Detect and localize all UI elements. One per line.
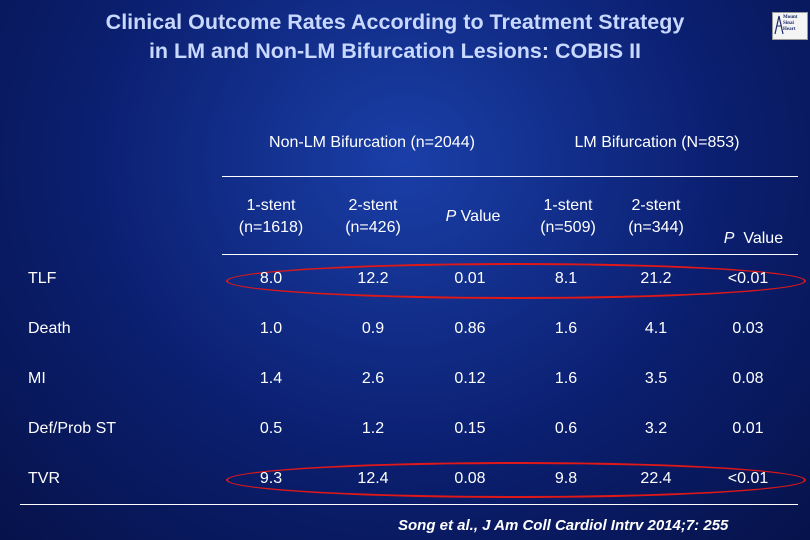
table-cell: <0.01 xyxy=(727,470,769,487)
table-cell: 0.5 xyxy=(259,420,283,437)
row-label: TLF xyxy=(28,270,57,287)
group-header-non-lm: Non-LM Bifurcation (n=2044) xyxy=(269,134,475,151)
column-header-lm-1stent: 1-stent (n=509) xyxy=(540,197,596,236)
table-cell: 12.2 xyxy=(357,270,389,287)
table-cell: 0.01 xyxy=(732,420,764,437)
column-header-nonlm-1stent: 1-stent (n=1618) xyxy=(238,197,304,236)
row-label: TVR xyxy=(28,470,60,487)
table-cell: 8.1 xyxy=(554,270,578,287)
table-cell: 0.01 xyxy=(454,270,486,287)
table-cell: 1.6 xyxy=(554,320,578,337)
table-cell: 1.2 xyxy=(361,420,385,437)
header-bottom-rule xyxy=(222,254,798,255)
table-cell: <0.01 xyxy=(727,270,769,287)
column-header-lm-pvalue: P Value xyxy=(723,230,784,247)
table-cell: 3.5 xyxy=(644,370,668,387)
table-cell: 22.4 xyxy=(640,470,672,487)
table-cell: 3.2 xyxy=(644,420,668,437)
table-cell: 9.8 xyxy=(554,470,578,487)
hospital-logo: Mount Sinai Heart xyxy=(772,12,808,40)
table-cell: 8.0 xyxy=(259,270,283,287)
row-label: MI xyxy=(28,370,46,387)
highlight-oval-tvr xyxy=(226,462,806,498)
logo-text: Mount Sinai Heart xyxy=(783,15,798,32)
table-cell: 1.6 xyxy=(554,370,578,387)
row-label: Def/Prob ST xyxy=(28,420,117,437)
title-line-2: in LM and Non-LM Bifurcation Lesions: CO… xyxy=(148,39,642,63)
title-line-1: Clinical Outcome Rates According to Trea… xyxy=(105,10,685,34)
column-header-nonlm-2stent: 2-stent (n=426) xyxy=(345,197,401,236)
hospital-logo-icon xyxy=(774,15,784,35)
table-cell: 0.9 xyxy=(361,320,385,337)
highlight-oval-tlf xyxy=(226,263,806,299)
column-header-nonlm-pvalue: P Value xyxy=(445,208,501,225)
table-cell: 0.08 xyxy=(732,370,764,387)
slide-title: Clinical Outcome Rates According to Trea… xyxy=(0,8,790,66)
header-top-rule xyxy=(222,176,798,177)
table-cell: 9.3 xyxy=(259,470,283,487)
table-cell: 0.03 xyxy=(732,320,764,337)
table-cell: 1.4 xyxy=(259,370,283,387)
table-cell: 0.86 xyxy=(454,320,486,337)
citation: Song et al., J Am Coll Cardiol Intrv 201… xyxy=(398,517,729,534)
table-cell: 1.0 xyxy=(259,320,283,337)
table-cell: 0.08 xyxy=(454,470,486,487)
table-cell: 0.6 xyxy=(554,420,578,437)
table-cell: 12.4 xyxy=(357,470,389,487)
table-cell: 2.6 xyxy=(361,370,385,387)
column-header-lm-2stent: 2-stent (n=344) xyxy=(628,197,684,236)
group-header-lm: LM Bifurcation (N=853) xyxy=(574,134,740,151)
table-cell: 4.1 xyxy=(644,320,668,337)
row-label: Death xyxy=(28,320,71,337)
footer-rule xyxy=(20,504,798,505)
table-cell: 21.2 xyxy=(640,270,672,287)
table-cell: 0.15 xyxy=(454,420,486,437)
table-cell: 0.12 xyxy=(454,370,486,387)
